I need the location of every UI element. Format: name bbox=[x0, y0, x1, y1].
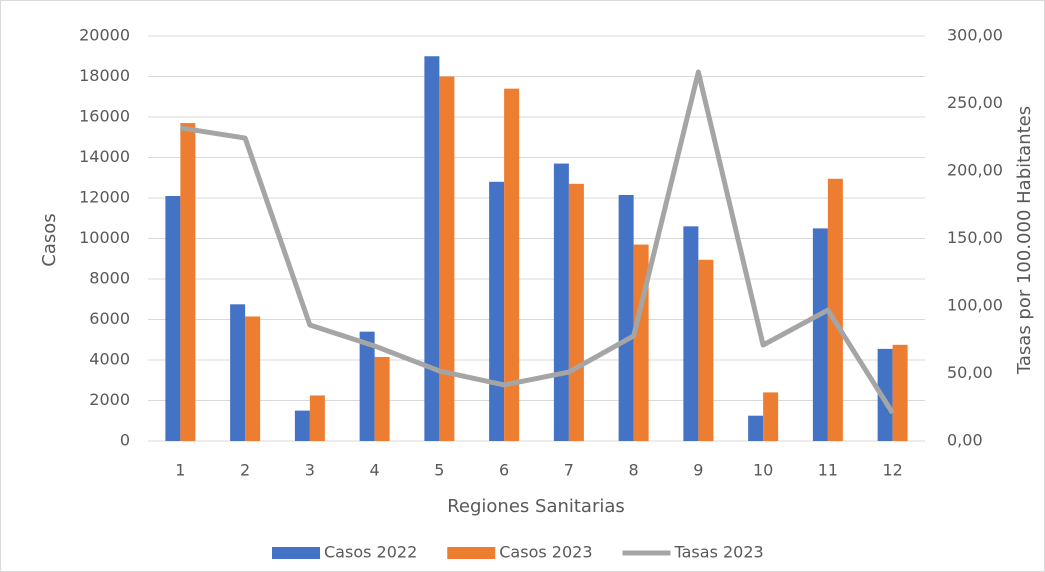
y2-tick-label: 50,00 bbox=[947, 363, 993, 382]
bar bbox=[245, 316, 261, 441]
x-tick-label: 12 bbox=[882, 461, 902, 480]
bar bbox=[763, 392, 779, 441]
y2-tick-label: 300,00 bbox=[947, 26, 1003, 45]
bar bbox=[439, 76, 455, 441]
x-tick-label: 9 bbox=[693, 461, 703, 480]
x-tick-label: 6 bbox=[499, 461, 509, 480]
bar bbox=[504, 88, 520, 442]
x-tick-label: 8 bbox=[629, 461, 639, 480]
bar bbox=[553, 163, 569, 441]
y-tick-label: 14000 bbox=[79, 147, 130, 166]
y2-tick-label: 200,00 bbox=[947, 161, 1003, 180]
y2-tick-label: 100,00 bbox=[947, 296, 1003, 315]
bar bbox=[748, 415, 764, 441]
bar bbox=[309, 395, 325, 441]
bar bbox=[489, 181, 505, 442]
y2-tick-label: 150,00 bbox=[947, 228, 1003, 247]
y-tick-label: 8000 bbox=[89, 269, 130, 288]
x-tick-label: 5 bbox=[434, 461, 444, 480]
x-tick-label: 1 bbox=[175, 461, 185, 480]
x-tick-label: 4 bbox=[370, 461, 380, 480]
bar bbox=[568, 183, 584, 441]
y2-axis-title: Tasas por 100.000 Habitantes bbox=[1014, 106, 1035, 375]
legend-swatch bbox=[447, 547, 496, 559]
bar bbox=[827, 178, 843, 441]
x-tick-label: 11 bbox=[818, 461, 838, 480]
y-tick-label: 12000 bbox=[79, 188, 130, 207]
x-tick-label: 3 bbox=[305, 461, 315, 480]
legend-label: Casos 2023 bbox=[499, 543, 592, 562]
y2-tick-label: 0,00 bbox=[947, 431, 983, 450]
bar bbox=[230, 304, 246, 441]
x-tick-label: 2 bbox=[240, 461, 250, 480]
line-series bbox=[179, 69, 895, 415]
bar bbox=[180, 123, 196, 441]
y-tick-label: 2000 bbox=[89, 390, 130, 409]
legend-swatch bbox=[272, 547, 320, 559]
y2-tick-label: 250,00 bbox=[947, 93, 1003, 112]
y-tick-label: 20000 bbox=[79, 26, 130, 45]
bar bbox=[892, 344, 908, 441]
bar bbox=[618, 194, 634, 441]
y-tick-label: 6000 bbox=[89, 309, 130, 328]
bar bbox=[294, 410, 310, 441]
bar bbox=[698, 259, 714, 441]
y-tick-label: 0 bbox=[120, 431, 130, 450]
bar bbox=[877, 348, 893, 441]
y-tick-label: 4000 bbox=[89, 350, 130, 369]
x-axis-title: Regiones Sanitarias bbox=[447, 496, 625, 517]
bar bbox=[683, 226, 699, 441]
x-tick-label: 7 bbox=[564, 461, 574, 480]
y-tick-label: 16000 bbox=[79, 107, 130, 126]
bar bbox=[374, 356, 390, 441]
bar bbox=[424, 56, 440, 441]
bar bbox=[359, 331, 375, 441]
bar bbox=[812, 228, 828, 441]
y-tick-label: 18000 bbox=[79, 66, 130, 85]
bar bbox=[165, 195, 181, 441]
legend-label: Tasas 2023 bbox=[674, 543, 764, 562]
x-tick-label: 10 bbox=[753, 461, 773, 480]
legend-label: Casos 2022 bbox=[324, 543, 417, 562]
y-axis-title: Casos bbox=[39, 213, 60, 266]
y-tick-label: 10000 bbox=[79, 228, 130, 247]
